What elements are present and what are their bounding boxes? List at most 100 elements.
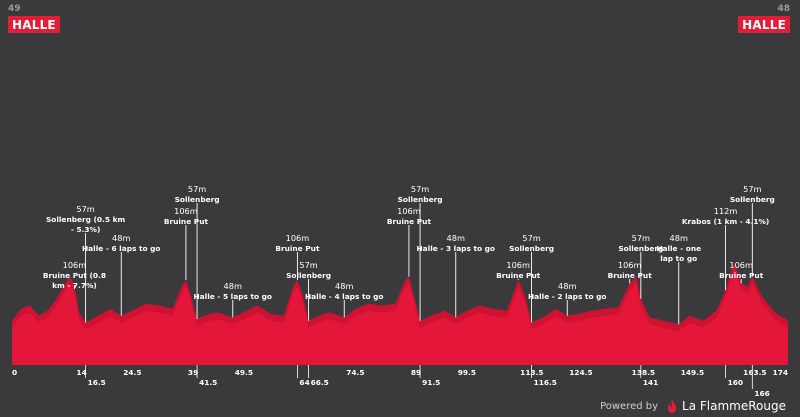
- marker-name: Bruine Put: [164, 217, 209, 226]
- marker-name: Halle - 6 laps to go: [82, 244, 161, 253]
- start-location: 49 HALLE: [8, 4, 60, 33]
- x-tick-label: 49.5: [235, 368, 253, 377]
- x-tick-label: 116.5: [534, 378, 557, 387]
- marker-name: Bruine Put: [608, 271, 653, 280]
- marker-altitude: 48m: [224, 281, 242, 291]
- marker-altitude: 112m: [714, 206, 738, 216]
- finish-altitude: 48: [777, 4, 790, 14]
- x-tick-label: 174: [773, 368, 788, 377]
- marker-name: Bruine Put: [387, 217, 432, 226]
- x-tick-label: 91.5: [422, 378, 440, 387]
- marker-name: lap to go: [660, 254, 697, 263]
- marker-name: Halle - 5 laps to go: [194, 292, 273, 301]
- elevation-ridge: [12, 263, 788, 332]
- marker-altitude: 48m: [447, 233, 465, 243]
- x-tick-label: 24.5: [123, 368, 141, 377]
- brand-name: La FlammeRouge: [682, 399, 786, 413]
- x-tick-label: 14: [76, 368, 86, 377]
- marker-name: Bruine Put: [719, 271, 764, 280]
- marker-altitude: 48m: [558, 281, 576, 291]
- marker-altitude: 48m: [670, 233, 688, 243]
- x-tick-label: 149.5: [681, 368, 704, 377]
- marker-name: Halle - 2 laps to go: [528, 292, 607, 301]
- finish-name-badge: HALLE: [738, 16, 790, 33]
- start-name-badge: HALLE: [8, 16, 60, 33]
- marker-name: Sollenberg: [509, 244, 554, 253]
- marker-altitude: 48m: [112, 233, 130, 243]
- marker-altitude: 106m: [397, 206, 421, 216]
- x-tick-label: 166: [754, 389, 769, 398]
- marker-altitude: 106m: [286, 233, 310, 243]
- marker-name: Sollenberg: [398, 195, 443, 204]
- x-tick-label: 138.5: [632, 368, 655, 377]
- x-tick-label: 160: [728, 378, 743, 387]
- x-tick-label: 66.5: [311, 378, 329, 387]
- marker-name: - 5.3%): [71, 225, 101, 234]
- powered-by-text: Powered by: [600, 400, 659, 412]
- x-tick-label: 124.5: [569, 368, 592, 377]
- x-tick-label: 39: [188, 368, 198, 377]
- marker-name: Bruine Put: [275, 244, 320, 253]
- marker-altitude: 106m: [618, 260, 642, 270]
- x-tick-label: 0: [12, 368, 17, 377]
- marker-altitude: 57m: [743, 184, 761, 194]
- marker-altitude: 57m: [76, 204, 94, 214]
- x-tick-label: 16.5: [88, 378, 106, 387]
- marker-altitude: 106m: [63, 260, 87, 270]
- elevation-area: [12, 263, 788, 365]
- powered-by: Powered by La FlammeRouge: [600, 399, 786, 413]
- flame-icon: [668, 399, 677, 413]
- marker-name: Bruine Put (0.8: [43, 271, 106, 280]
- x-tick-label: 141: [643, 378, 658, 387]
- marker-altitude: 57m: [299, 260, 317, 270]
- finish-location: 48 HALLE: [738, 4, 790, 33]
- x-tick-label: 64: [299, 378, 309, 387]
- marker-name: Sollenberg: [286, 271, 331, 280]
- marker-name: Krabos (1 km - 4.1%): [682, 217, 770, 226]
- marker-name: Halle - one: [656, 244, 701, 253]
- x-tick-label: 41.5: [199, 378, 217, 387]
- x-tick-label: 89: [411, 368, 421, 377]
- marker-name: Sollenberg: [175, 195, 220, 204]
- marker-altitude: 57m: [632, 233, 650, 243]
- x-tick-label: 99.5: [458, 368, 476, 377]
- marker-name: Sollenberg: [730, 195, 775, 204]
- marker-name: Bruine Put: [496, 271, 541, 280]
- marker-altitude: 106m: [729, 260, 753, 270]
- x-tick-label: 163.5: [743, 368, 766, 377]
- marker-name: Halle - 3 laps to go: [416, 244, 495, 253]
- x-tick-label: 74.5: [346, 368, 364, 377]
- marker-altitude: 48m: [335, 281, 353, 291]
- start-altitude: 49: [8, 4, 21, 14]
- marker-name: Halle - 4 laps to go: [305, 292, 384, 301]
- marker-altitude: 57m: [522, 233, 540, 243]
- marker-name: km - 7.7%): [52, 281, 97, 290]
- marker-altitude: 106m: [506, 260, 530, 270]
- marker-altitude: 106m: [174, 206, 198, 216]
- marker-altitude: 57m: [188, 184, 206, 194]
- marker-altitude: 57m: [411, 184, 429, 194]
- marker-name: Sollenberg: [618, 244, 663, 253]
